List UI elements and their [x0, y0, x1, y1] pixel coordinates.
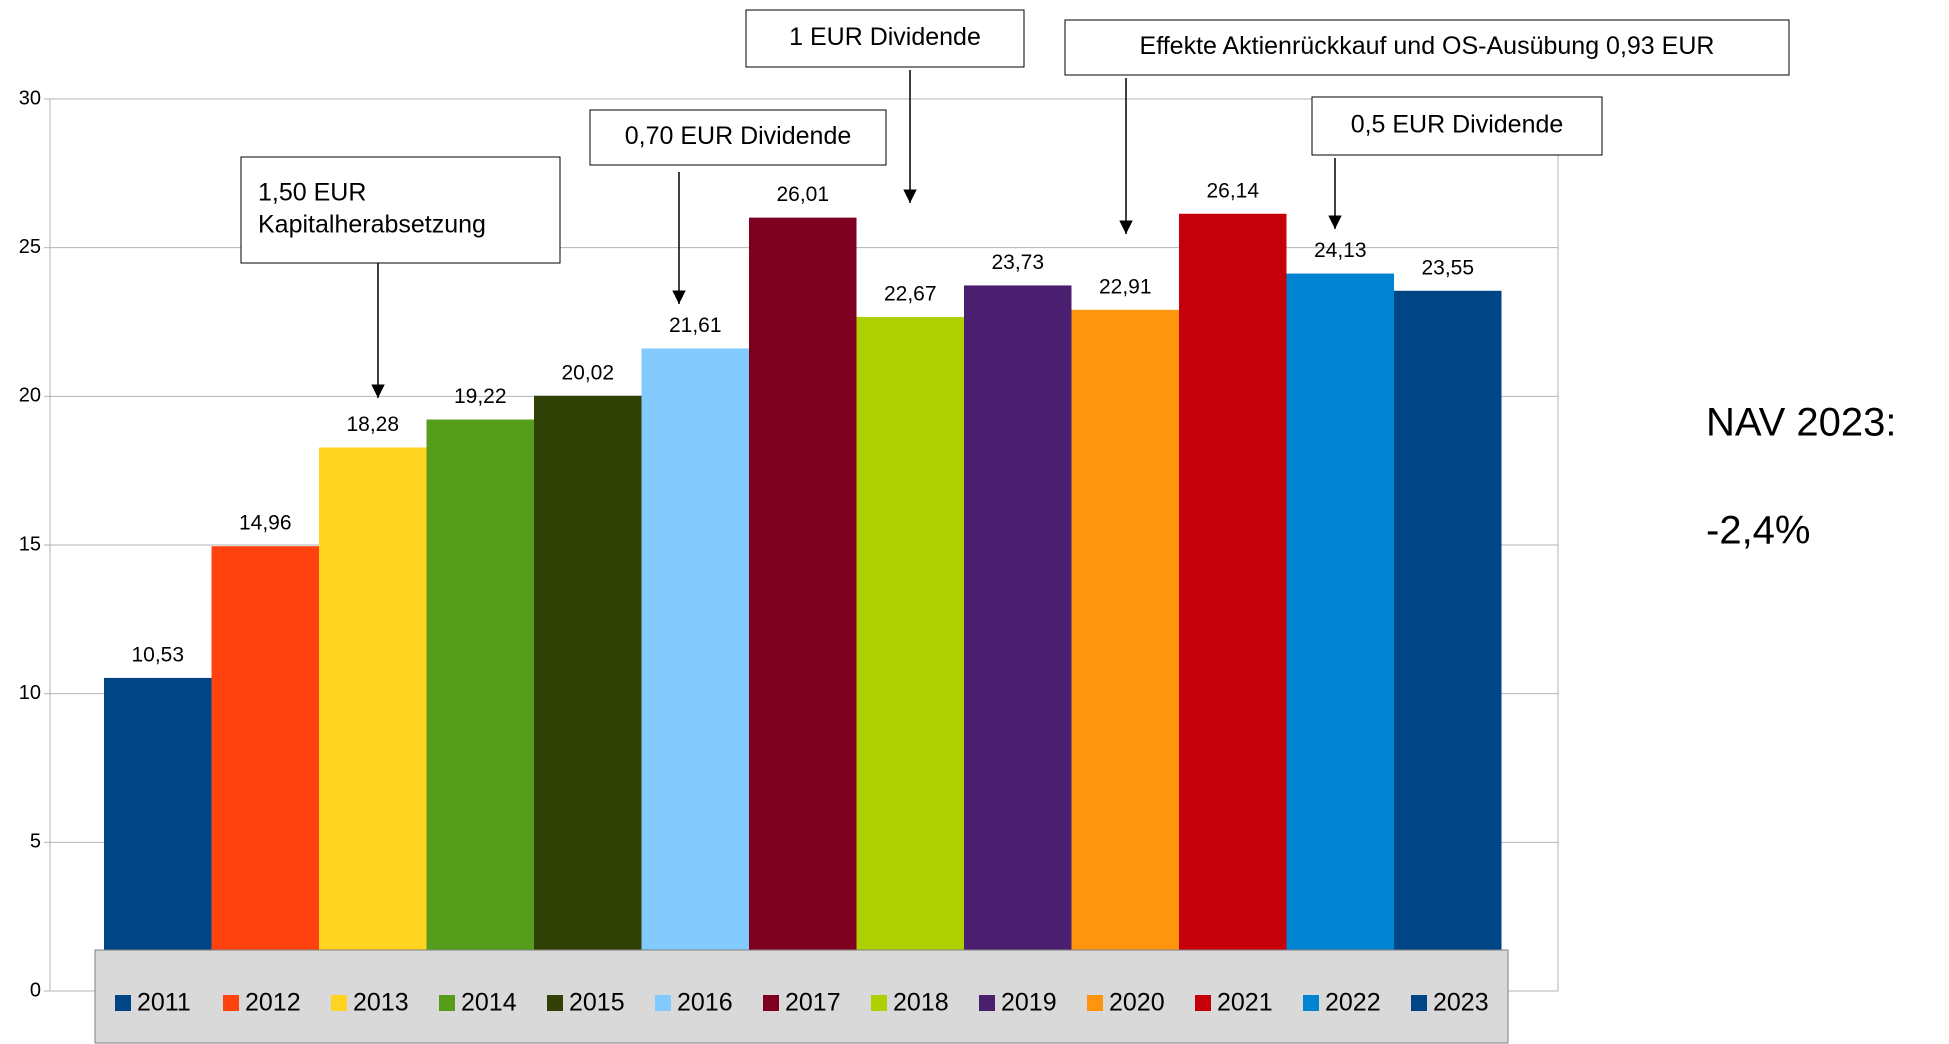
- legend-swatch: [871, 995, 887, 1011]
- legend-swatch: [1195, 995, 1211, 1011]
- bar: [534, 395, 642, 992]
- legend-swatch: [655, 995, 671, 1011]
- legend-swatch: [1303, 995, 1319, 1011]
- annotation-box: [1064, 19, 1790, 76]
- bar: [1286, 273, 1394, 991]
- legend-label: 2020: [1109, 989, 1165, 1017]
- annotation-text: 0,70 EUR Dividende: [625, 122, 852, 150]
- bar: [1179, 213, 1287, 992]
- bar: [211, 546, 319, 991]
- legend-label: 2012: [245, 989, 301, 1017]
- bar: [319, 447, 427, 991]
- legend-label: 2018: [893, 989, 949, 1017]
- legend-swatch: [763, 995, 779, 1011]
- side-text: NAV 2023:: [1706, 401, 1897, 445]
- bar: [426, 419, 534, 991]
- annotation-text: 1,50 EUR: [258, 179, 366, 207]
- legend-label: 2013: [353, 989, 409, 1017]
- data-label: 24,13: [1314, 239, 1367, 262]
- legend-swatch: [439, 995, 455, 1011]
- side-text: -2,4%: [1706, 509, 1811, 553]
- y-tick-label: 10: [19, 682, 41, 704]
- data-label: 26,14: [1206, 179, 1259, 202]
- legend-label: 2014: [461, 989, 517, 1017]
- legend-label: 2016: [677, 989, 733, 1017]
- bar: [749, 217, 857, 992]
- y-tick-label: 15: [19, 533, 41, 555]
- y-tick-label: 25: [19, 236, 41, 258]
- legend-swatch: [1087, 995, 1103, 1011]
- bar: [856, 316, 964, 992]
- bar: [1071, 309, 1179, 991]
- data-label: 23,55: [1421, 256, 1474, 279]
- legend-swatch: [115, 995, 131, 1011]
- annotation-text: Effekte Aktienrückkauf und OS-Ausübung 0…: [1140, 32, 1715, 60]
- annotation-text: 0,5 EUR Dividende: [1351, 111, 1564, 139]
- legend-label: 2017: [785, 989, 841, 1017]
- annotation-box: [1311, 96, 1603, 156]
- legend-box: [94, 949, 1509, 1044]
- data-label: 18,28: [346, 413, 399, 436]
- data-label: 26,01: [776, 183, 829, 206]
- data-label: 19,22: [454, 385, 507, 408]
- legend-label: 2019: [1001, 989, 1057, 1017]
- annotation-box: [240, 156, 561, 264]
- data-label: 14,96: [239, 512, 292, 535]
- data-label: 22,67: [884, 282, 937, 305]
- legend-swatch: [223, 995, 239, 1011]
- y-tick-label: 30: [19, 87, 41, 109]
- bar: [1394, 290, 1502, 991]
- legend-label: 2021: [1217, 989, 1273, 1017]
- y-tick-label: 0: [30, 979, 41, 1001]
- bar: [641, 348, 749, 992]
- legend-swatch: [547, 995, 563, 1011]
- legend-swatch: [331, 995, 347, 1011]
- annotation-text: Kapitalherabsetzung: [258, 211, 486, 239]
- annotation-text: 1 EUR Dividende: [789, 23, 981, 51]
- legend-swatch: [1411, 995, 1427, 1011]
- legend-label: 2015: [569, 989, 625, 1017]
- y-tick-label: 5: [30, 831, 41, 853]
- annotation-box: [589, 109, 887, 166]
- legend-label: 2011: [137, 989, 191, 1017]
- data-label: 20,02: [561, 361, 614, 384]
- legend-label: 2023: [1433, 989, 1489, 1017]
- legend-swatch: [979, 995, 995, 1011]
- annotation-box: [745, 9, 1025, 68]
- data-label: 21,61: [669, 314, 722, 337]
- bar: [964, 285, 1072, 992]
- y-tick-label: 20: [19, 385, 41, 407]
- data-label: 22,91: [1099, 275, 1152, 298]
- legend-label: 2022: [1325, 989, 1381, 1017]
- bar: [104, 677, 212, 991]
- data-label: 10,53: [131, 643, 184, 666]
- data-label: 23,73: [991, 251, 1044, 274]
